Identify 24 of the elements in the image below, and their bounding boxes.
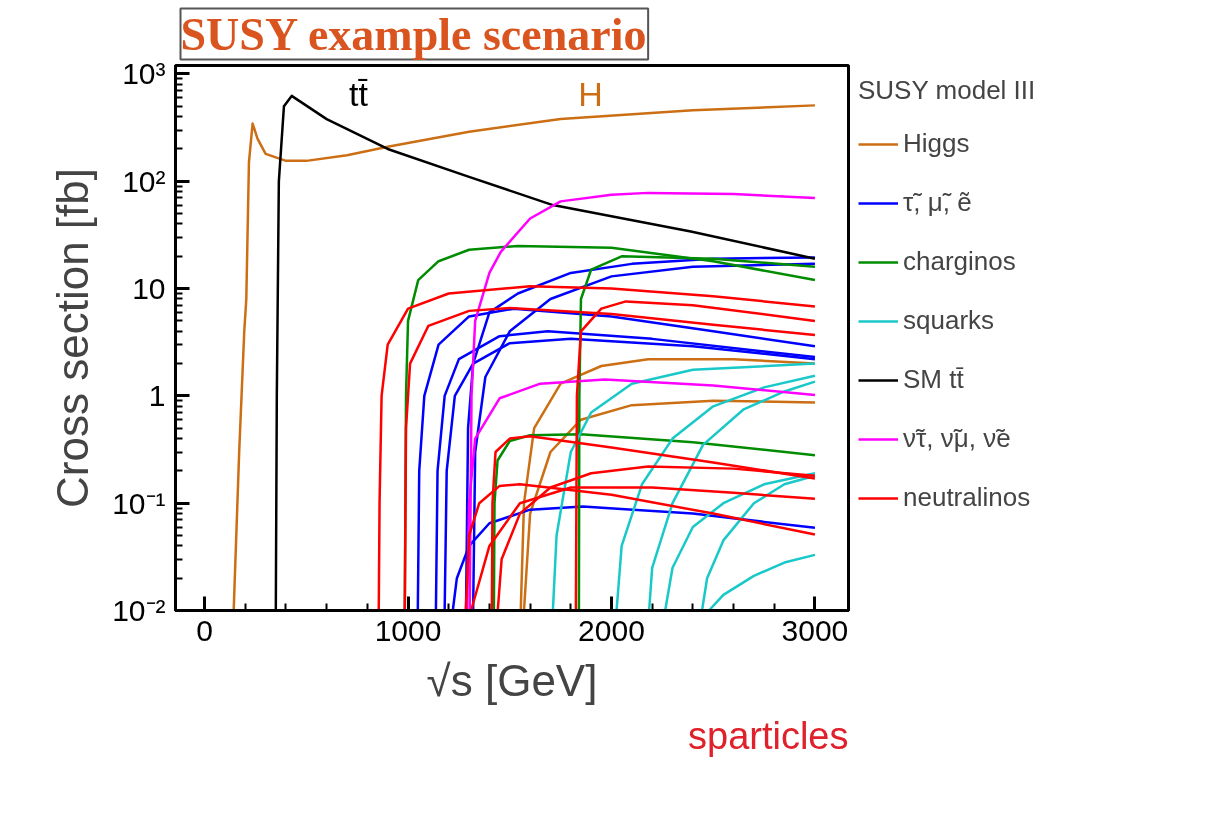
legend-label: charginos	[903, 246, 1016, 277]
y-tick-label: 10⁻¹	[112, 486, 166, 520]
legend-label: neutralinos	[903, 482, 1031, 513]
x-tick-label: 3000	[781, 613, 849, 647]
y-tick-label: 10	[132, 272, 166, 306]
legend-label: squarks	[903, 305, 995, 336]
legend-label: ν̃τ, ν̃μ, ν̃e	[903, 423, 1011, 454]
x-tick-label: 2000	[578, 613, 645, 647]
annotation: tt̄	[349, 74, 369, 113]
y-tick-label: 10⁻²	[112, 594, 166, 627]
annotation: H	[578, 74, 603, 113]
text: sparticles	[688, 714, 849, 757]
x-axis-title: √s [GeV]	[426, 655, 598, 705]
legend-label: Higgs	[903, 128, 970, 159]
y-axis-title: Cross section [fb]	[48, 168, 98, 508]
y-tick-label: 10³	[122, 57, 166, 91]
legend-label: τ̃, μ̃, ẽ	[903, 187, 972, 218]
y-tick-label: 10²	[122, 164, 166, 198]
x-tick-label: 0	[196, 613, 213, 647]
legend-label: SM tt̄	[903, 364, 964, 395]
x-tick-label: 1000	[374, 613, 442, 647]
legend-title: SUSY model III	[858, 75, 1036, 106]
chart-title: SUSY example scenario	[180, 8, 647, 60]
y-tick-label: 1	[148, 379, 166, 413]
